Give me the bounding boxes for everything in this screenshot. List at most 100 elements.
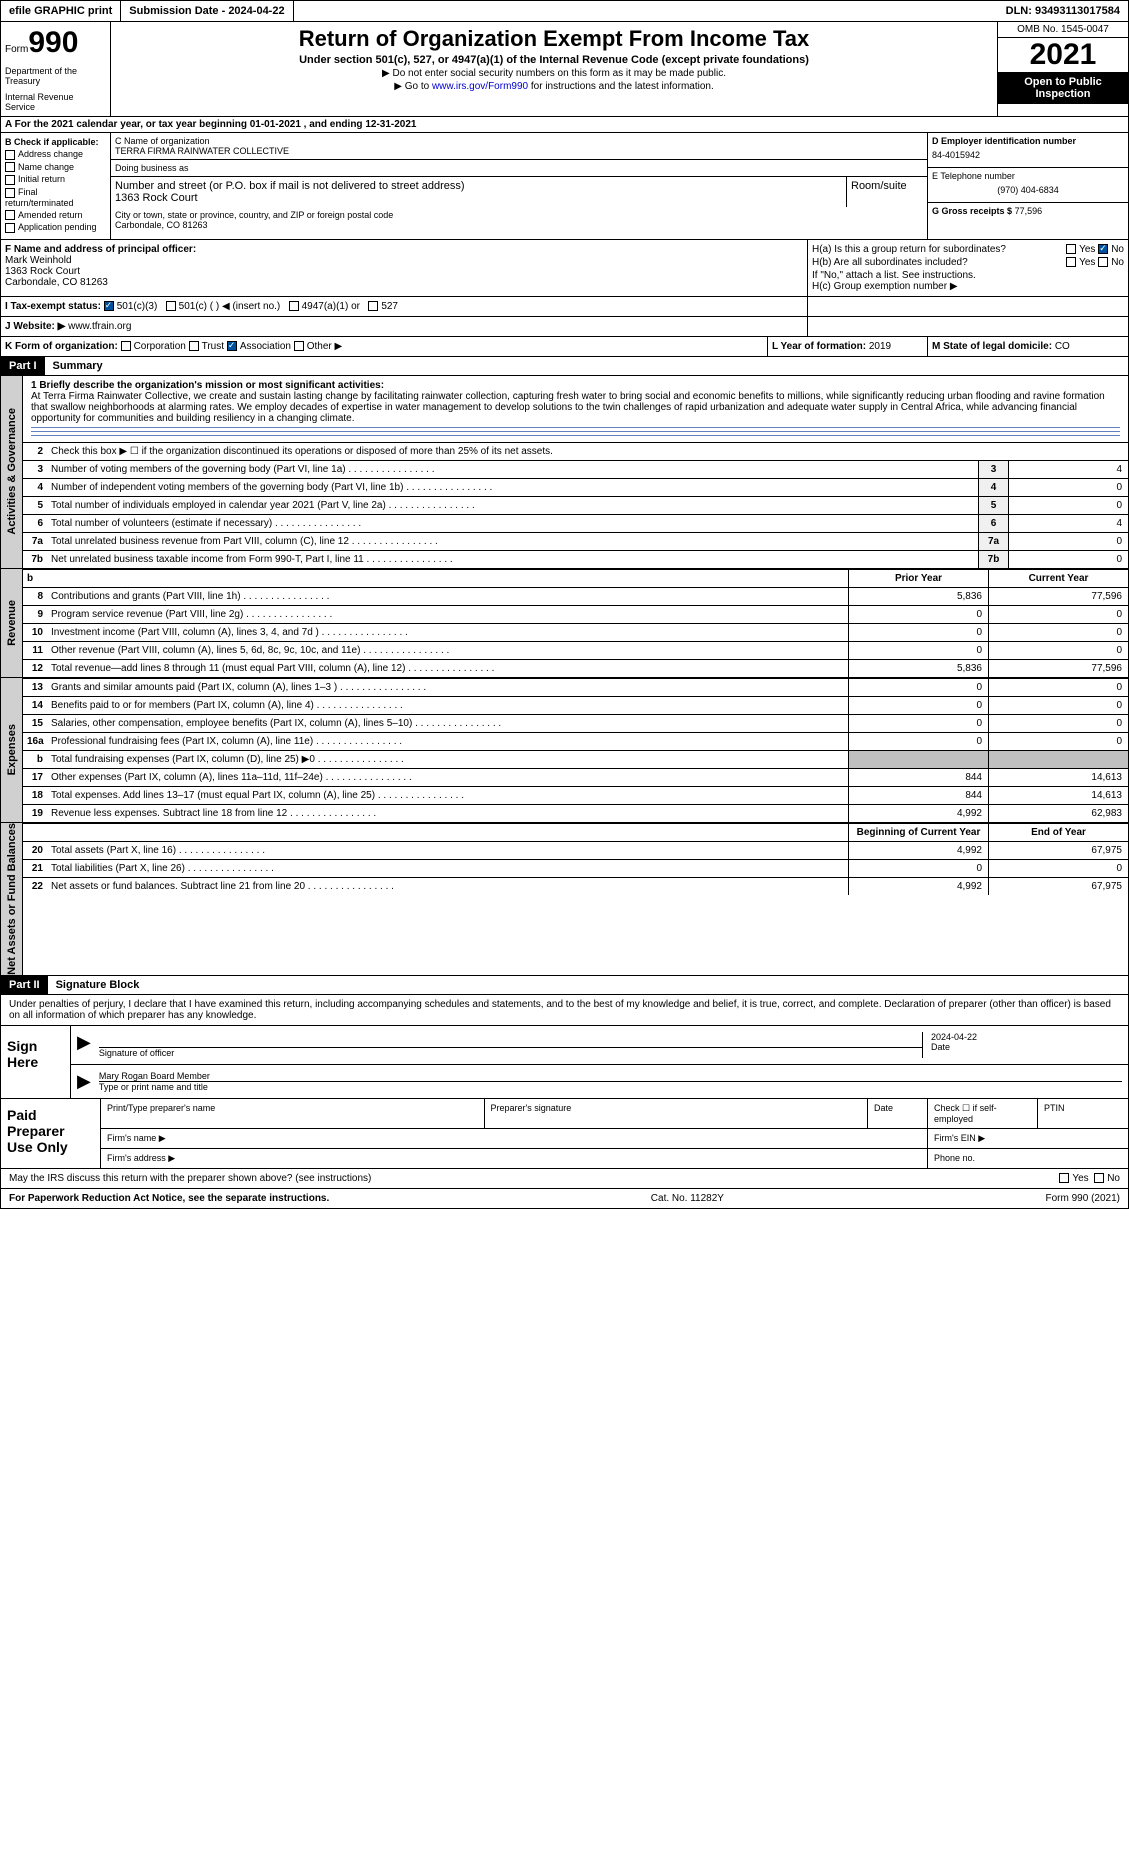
- line-17: Other expenses (Part IX, column (A), lin…: [47, 769, 848, 786]
- pra-notice: For Paperwork Reduction Act Notice, see …: [9, 1193, 329, 1204]
- py-20: 4,992: [848, 842, 988, 859]
- hdr-py: Prior Year: [848, 570, 988, 587]
- line-22: Net assets or fund balances. Subtract li…: [47, 878, 848, 895]
- line-7b: Net unrelated business taxable income fr…: [47, 551, 978, 568]
- py-b: [848, 751, 988, 768]
- org-name: TERRA FIRMA RAINWATER COLLECTIVE: [115, 146, 923, 156]
- form-title: Return of Organization Exempt From Incom…: [115, 26, 993, 52]
- city-label: City or town, state or province, country…: [115, 210, 923, 220]
- dept: Department of the Treasury: [5, 66, 106, 86]
- part-2-title: Signature Block: [48, 976, 148, 994]
- cb-final[interactable]: Final return/terminated: [5, 187, 106, 208]
- line-3: Number of voting members of the governin…: [47, 461, 978, 478]
- header-right: OMB No. 1545-0047 2021 Open to Public In…: [998, 22, 1128, 116]
- website[interactable]: www.tfrain.org: [68, 321, 131, 332]
- val-7b: 0: [1008, 551, 1128, 568]
- cy-20: 67,975: [988, 842, 1128, 859]
- dba-label: Doing business as: [115, 163, 923, 173]
- cy-10: 0: [988, 624, 1128, 641]
- form-no: 990: [28, 26, 78, 59]
- firm-phone: Phone no.: [928, 1149, 1128, 1168]
- sig-officer-label: Signature of officer: [99, 1048, 922, 1058]
- phone: (970) 404-6834: [932, 181, 1124, 199]
- val-4: 0: [1008, 479, 1128, 496]
- gross: 77,596: [1015, 206, 1043, 216]
- row-m: M State of legal domicile: CO: [928, 337, 1128, 356]
- cat-no: Cat. No. 11282Y: [651, 1193, 724, 1204]
- py-13: 0: [848, 679, 988, 696]
- date-label: Date: [931, 1042, 1122, 1052]
- col-d: D Employer identification number84-40159…: [928, 133, 1128, 239]
- py-17: 844: [848, 769, 988, 786]
- line-12: Total revenue—add lines 8 through 11 (mu…: [47, 660, 848, 677]
- hdr-bcy: Beginning of Current Year: [848, 824, 988, 841]
- line-5: Total number of individuals employed in …: [47, 497, 978, 514]
- open-inspection: Open to Public Inspection: [998, 72, 1128, 104]
- efile-print[interactable]: efile GRAPHIC print: [1, 1, 121, 21]
- cb-amended[interactable]: Amended return: [5, 210, 106, 221]
- hdr-b: b: [23, 570, 848, 587]
- row-a: A For the 2021 calendar year, or tax yea…: [0, 117, 1129, 133]
- irs-link[interactable]: www.irs.gov/Form990: [432, 81, 528, 92]
- hdr-cy: Current Year: [988, 570, 1128, 587]
- form-ref: Form 990 (2021): [1046, 1193, 1120, 1204]
- py-10: 0: [848, 624, 988, 641]
- city: Carbondale, CO 81263: [115, 220, 923, 230]
- py-14: 0: [848, 697, 988, 714]
- line-4: Number of independent voting members of …: [47, 479, 978, 496]
- py-12: 5,836: [848, 660, 988, 677]
- gross-label: G Gross receipts $: [932, 206, 1012, 216]
- tax-year: 2021: [998, 38, 1128, 72]
- part-2-hdr: Part II: [1, 976, 48, 994]
- cy-13: 0: [988, 679, 1128, 696]
- cy-8: 77,596: [988, 588, 1128, 605]
- line-9: Program service revenue (Part VIII, line…: [47, 606, 848, 623]
- mission-text: At Terra Firma Rainwater Collective, we …: [31, 391, 1120, 424]
- cy-17: 14,613: [988, 769, 1128, 786]
- ein: 84-4015942: [932, 146, 1124, 164]
- line-15: Salaries, other compensation, employee b…: [47, 715, 848, 732]
- paid-preparer: Paid Preparer Use Only: [1, 1099, 101, 1168]
- cb-address[interactable]: Address change: [5, 149, 106, 160]
- arrow-icon: ▶: [77, 1032, 91, 1058]
- ein-label: D Employer identification number: [932, 136, 1124, 146]
- cy-15: 0: [988, 715, 1128, 732]
- officer-addr2: Carbondale, CO 81263: [5, 277, 803, 288]
- sig-name: Mary Rogan Board Member: [99, 1071, 1122, 1082]
- irs: Internal Revenue Service: [5, 92, 106, 112]
- prep-h3: Date: [868, 1099, 928, 1128]
- arrow-icon: ▶: [77, 1071, 91, 1092]
- py-16a: 0: [848, 733, 988, 750]
- cy-14: 0: [988, 697, 1128, 714]
- line-21: Total liabilities (Part X, line 26): [47, 860, 848, 877]
- line-6: Total number of volunteers (estimate if …: [47, 515, 978, 532]
- sign-here: Sign Here: [1, 1026, 71, 1098]
- cb-initial[interactable]: Initial return: [5, 174, 106, 185]
- py-9: 0: [848, 606, 988, 623]
- cy-b: [988, 751, 1128, 768]
- col-b-title: B Check if applicable:: [5, 137, 106, 147]
- hdr-eoy: End of Year: [988, 824, 1128, 841]
- street-field: Number and street (or P.O. box if mail i…: [111, 177, 847, 207]
- val-7a: 0: [1008, 533, 1128, 550]
- cy-12: 77,596: [988, 660, 1128, 677]
- cy-11: 0: [988, 642, 1128, 659]
- row-l: L Year of formation: 2019: [768, 337, 928, 356]
- val-6: 4: [1008, 515, 1128, 532]
- py-8: 5,836: [848, 588, 988, 605]
- cy-16a: 0: [988, 733, 1128, 750]
- line-16a: Professional fundraising fees (Part IX, …: [47, 733, 848, 750]
- omb-no: OMB No. 1545-0047: [998, 22, 1128, 38]
- header-center: Return of Organization Exempt From Incom…: [111, 22, 998, 116]
- cb-pending[interactable]: Application pending: [5, 222, 106, 233]
- cb-name[interactable]: Name change: [5, 162, 106, 173]
- line-18: Total expenses. Add lines 13–17 (must eq…: [47, 787, 848, 804]
- line-8: Contributions and grants (Part VIII, lin…: [47, 588, 848, 605]
- cy-19: 62,983: [988, 805, 1128, 822]
- val-3: 4: [1008, 461, 1128, 478]
- prep-h5: PTIN: [1038, 1099, 1128, 1128]
- cy-9: 0: [988, 606, 1128, 623]
- side-na: Net Assets or Fund Balances: [1, 823, 23, 975]
- prep-h1: Print/Type preparer's name: [101, 1099, 485, 1128]
- form-number-block: Form990 Department of the Treasury Inter…: [1, 22, 111, 116]
